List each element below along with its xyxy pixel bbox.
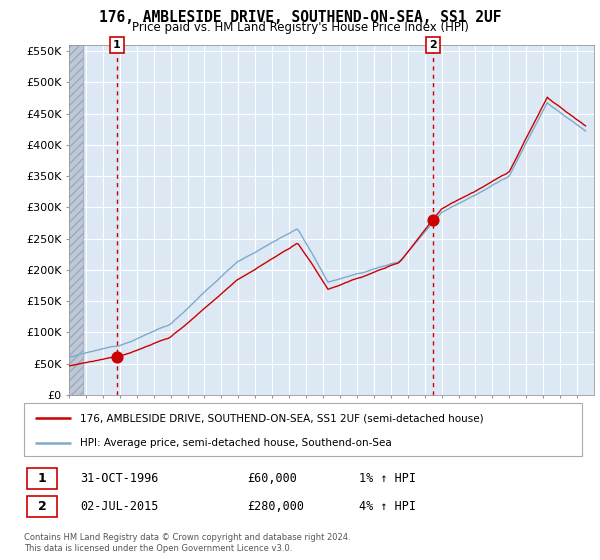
Text: £60,000: £60,000 xyxy=(247,472,297,486)
Text: Contains HM Land Registry data © Crown copyright and database right 2024.
This d: Contains HM Land Registry data © Crown c… xyxy=(24,533,350,553)
Point xyxy=(112,353,122,362)
Text: 2: 2 xyxy=(429,40,437,50)
FancyBboxPatch shape xyxy=(24,403,582,456)
Point xyxy=(428,216,438,225)
Text: 31-OCT-1996: 31-OCT-1996 xyxy=(80,472,158,486)
Text: 4% ↑ HPI: 4% ↑ HPI xyxy=(359,500,416,514)
Text: 2: 2 xyxy=(38,500,47,514)
FancyBboxPatch shape xyxy=(27,496,58,517)
Text: HPI: Average price, semi-detached house, Southend-on-Sea: HPI: Average price, semi-detached house,… xyxy=(80,438,392,448)
Text: 02-JUL-2015: 02-JUL-2015 xyxy=(80,500,158,514)
Text: 176, AMBLESIDE DRIVE, SOUTHEND-ON-SEA, SS1 2UF (semi-detached house): 176, AMBLESIDE DRIVE, SOUTHEND-ON-SEA, S… xyxy=(80,413,484,423)
Text: 176, AMBLESIDE DRIVE, SOUTHEND-ON-SEA, SS1 2UF: 176, AMBLESIDE DRIVE, SOUTHEND-ON-SEA, S… xyxy=(99,10,501,25)
Text: 1% ↑ HPI: 1% ↑ HPI xyxy=(359,472,416,486)
Text: 1: 1 xyxy=(38,472,47,486)
FancyBboxPatch shape xyxy=(27,468,58,489)
Text: Price paid vs. HM Land Registry's House Price Index (HPI): Price paid vs. HM Land Registry's House … xyxy=(131,21,469,34)
Text: £280,000: £280,000 xyxy=(247,500,304,514)
Text: 1: 1 xyxy=(113,40,121,50)
